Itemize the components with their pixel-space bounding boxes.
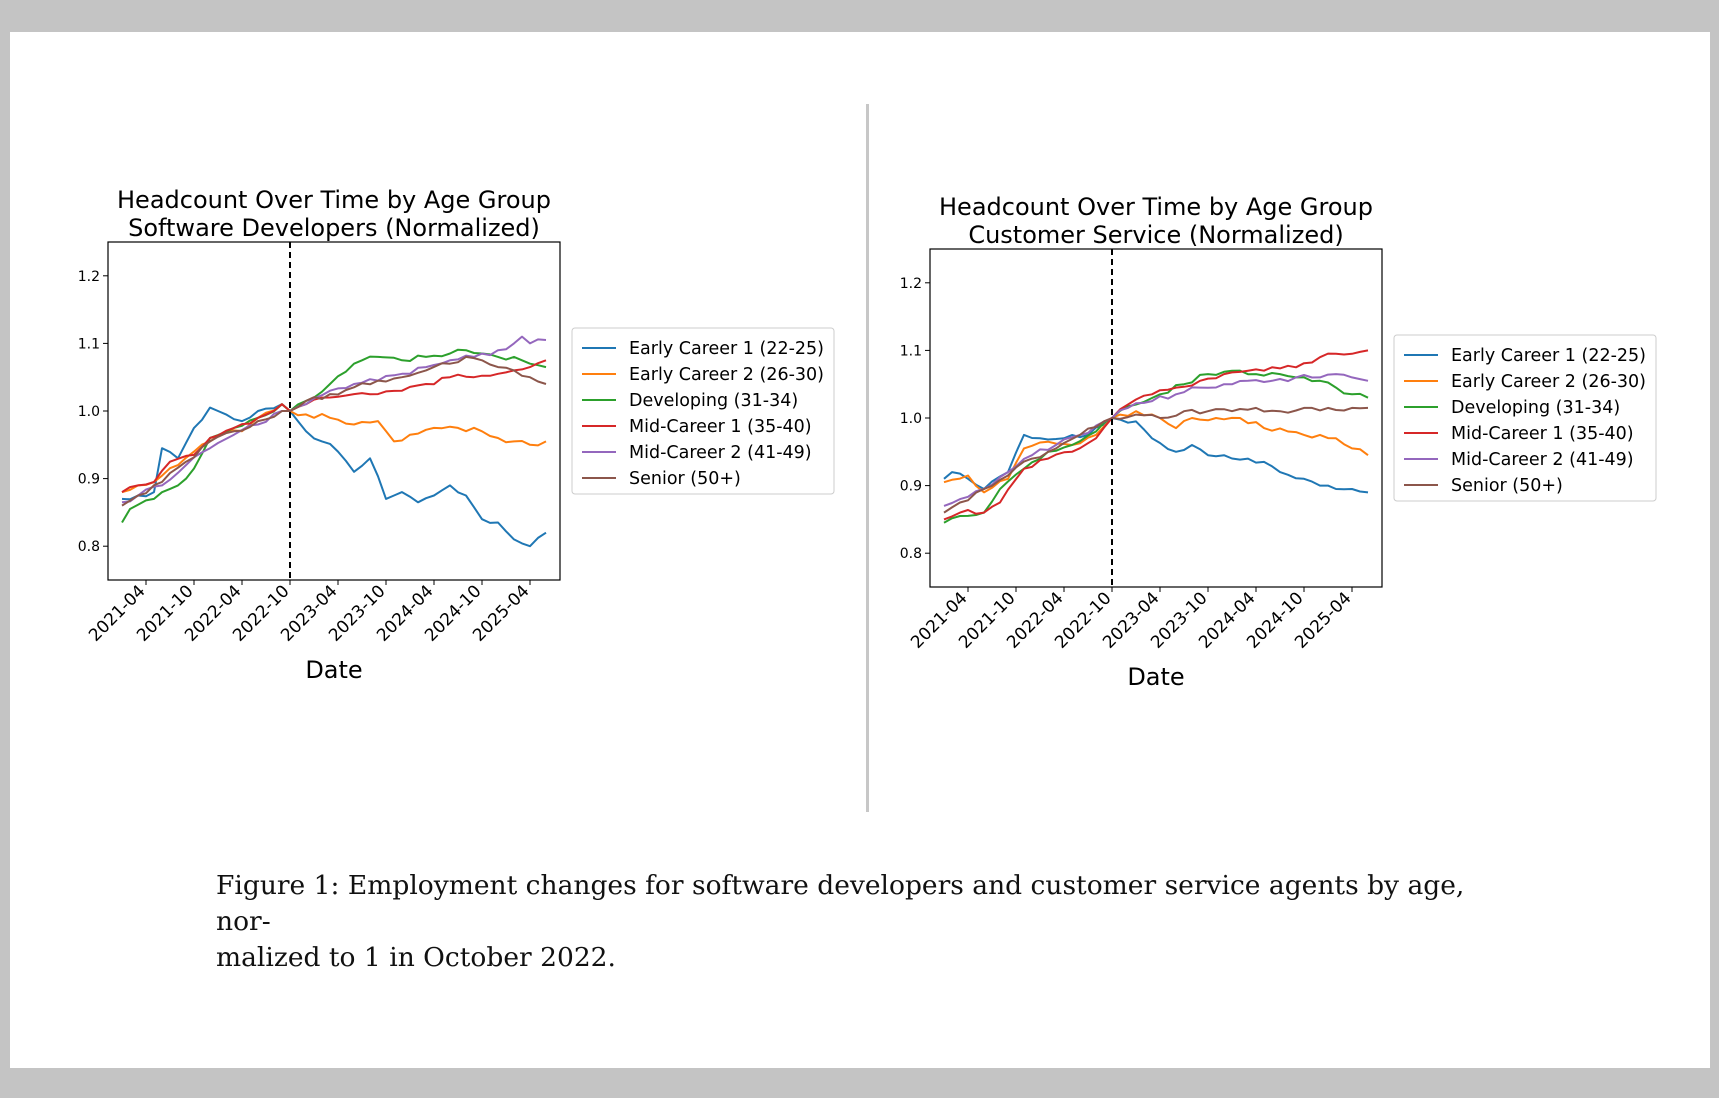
legend-label: Mid-Career 2 (41-49)	[1451, 450, 1634, 470]
y-tick-label: 0.8	[900, 546, 922, 562]
series-lines	[943, 349, 1369, 524]
y-tick-label: 1.1	[78, 336, 100, 352]
series-lines	[121, 335, 547, 548]
chart-panel-2: Headcount Over Time by Age GroupCustomer…	[900, 193, 1657, 691]
series-line	[121, 403, 547, 548]
figure: Headcount Over Time by Age GroupSoftware…	[78, 186, 1657, 691]
caption-line-2: malized to 1 in October 2022.	[216, 942, 616, 973]
series-line	[121, 348, 547, 524]
x-axis-label: Date	[305, 656, 362, 684]
legend-label: Mid-Career 1 (35-40)	[1451, 424, 1634, 444]
y-tick-label: 1.1	[900, 343, 922, 359]
legend-label: Developing (31-34)	[1451, 398, 1620, 418]
legend-label: Early Career 2 (26-30)	[1451, 372, 1646, 392]
legend-label: Early Career 1 (22-25)	[629, 339, 824, 359]
legend-label: Senior (50+)	[629, 469, 741, 489]
y-tick-label: 0.9	[900, 479, 922, 495]
chart-panel-1: Headcount Over Time by Age GroupSoftware…	[78, 186, 835, 684]
caption-line-1: Figure 1: Employment changes for softwar…	[216, 870, 1465, 937]
series-line	[943, 417, 1369, 494]
legend-label: Early Career 2 (26-30)	[629, 365, 824, 385]
y-tick-label: 0.8	[78, 539, 100, 555]
series-line	[943, 410, 1369, 494]
series-line	[943, 406, 1369, 514]
series-line	[121, 355, 547, 507]
series-line	[943, 369, 1369, 524]
series-line	[121, 359, 547, 493]
plot-frame	[929, 248, 1383, 588]
y-tick-label: 0.9	[78, 472, 100, 488]
legend-label: Early Career 1 (22-25)	[1451, 346, 1646, 366]
chart-subtitle: Software Developers (Normalized)	[128, 214, 540, 242]
legend-label: Senior (50+)	[1451, 476, 1563, 496]
panel-divider	[866, 104, 869, 812]
legend-label: Mid-Career 1 (35-40)	[629, 417, 812, 437]
y-tick-label: 1.0	[78, 404, 100, 420]
series-line	[943, 349, 1369, 521]
plot-frame	[107, 241, 561, 581]
series-line	[121, 403, 547, 494]
page: Headcount Over Time by Age Group Software…	[10, 32, 1710, 1068]
chart-subtitle: Customer Service (Normalized)	[968, 221, 1343, 249]
legend-label: Mid-Career 2 (41-49)	[629, 443, 812, 463]
y-tick-label: 1.2	[900, 276, 922, 292]
legend	[1393, 334, 1657, 502]
figure-caption: Figure 1: Employment changes for softwar…	[216, 868, 1476, 976]
series-line	[943, 373, 1369, 507]
chart-title: Headcount Over Time by Age Group	[117, 186, 551, 214]
x-axis-label: Date	[1127, 663, 1184, 691]
y-tick-label: 1.2	[78, 269, 100, 285]
y-tick-label: 1.0	[900, 411, 922, 427]
legend-label: Developing (31-34)	[629, 391, 798, 411]
chart-title: Headcount Over Time by Age Group	[939, 193, 1373, 221]
legend	[571, 327, 835, 495]
